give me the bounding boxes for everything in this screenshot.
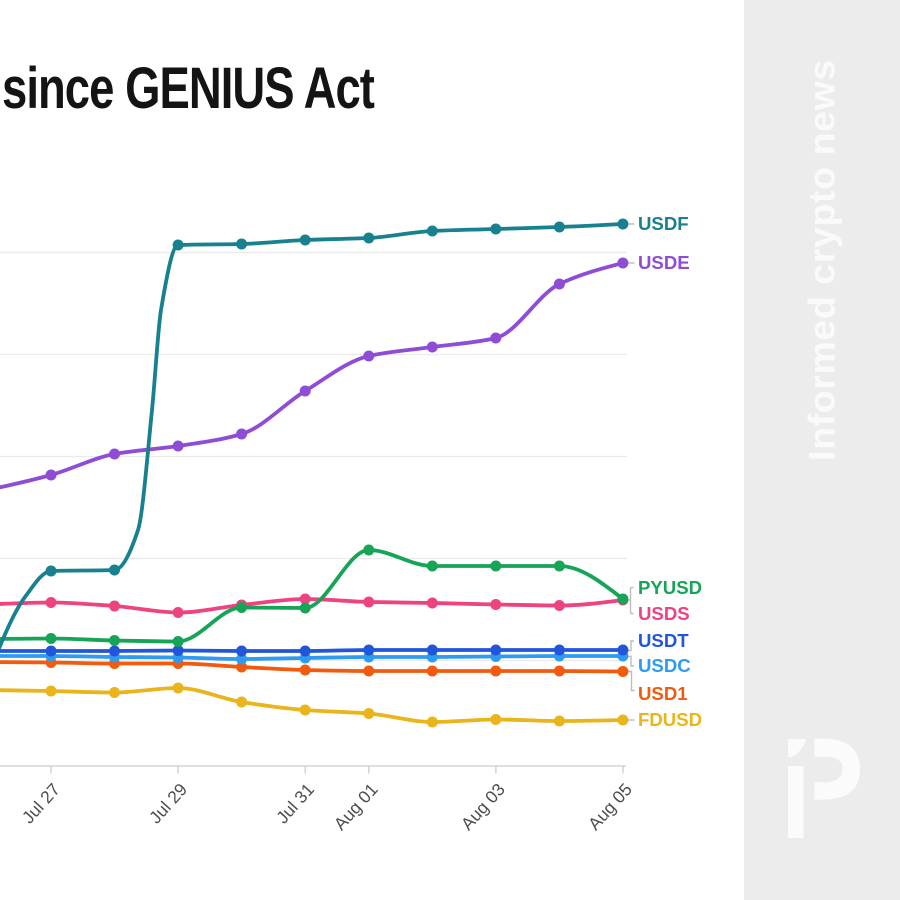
svg-text:FDUSD: FDUSD: [638, 709, 702, 730]
svg-text:Jul 31: Jul 31: [272, 779, 318, 827]
svg-text:Aug 03: Aug 03: [457, 779, 509, 834]
svg-text:USD1: USD1: [638, 683, 688, 704]
svg-text:USDE: USDE: [638, 252, 690, 273]
svg-text:USDS: USDS: [638, 603, 690, 624]
svg-text:Jul 27: Jul 27: [18, 779, 64, 827]
svg-text:Aug 05: Aug 05: [584, 779, 636, 834]
svg-text:Aug 01: Aug 01: [330, 779, 382, 834]
svg-text:Jul 29: Jul 29: [145, 779, 191, 827]
svg-text:USDF: USDF: [638, 213, 689, 234]
svg-text:USDT: USDT: [638, 630, 689, 651]
svg-text:PYUSD: PYUSD: [638, 577, 702, 598]
svg-text:USDC: USDC: [638, 655, 691, 676]
